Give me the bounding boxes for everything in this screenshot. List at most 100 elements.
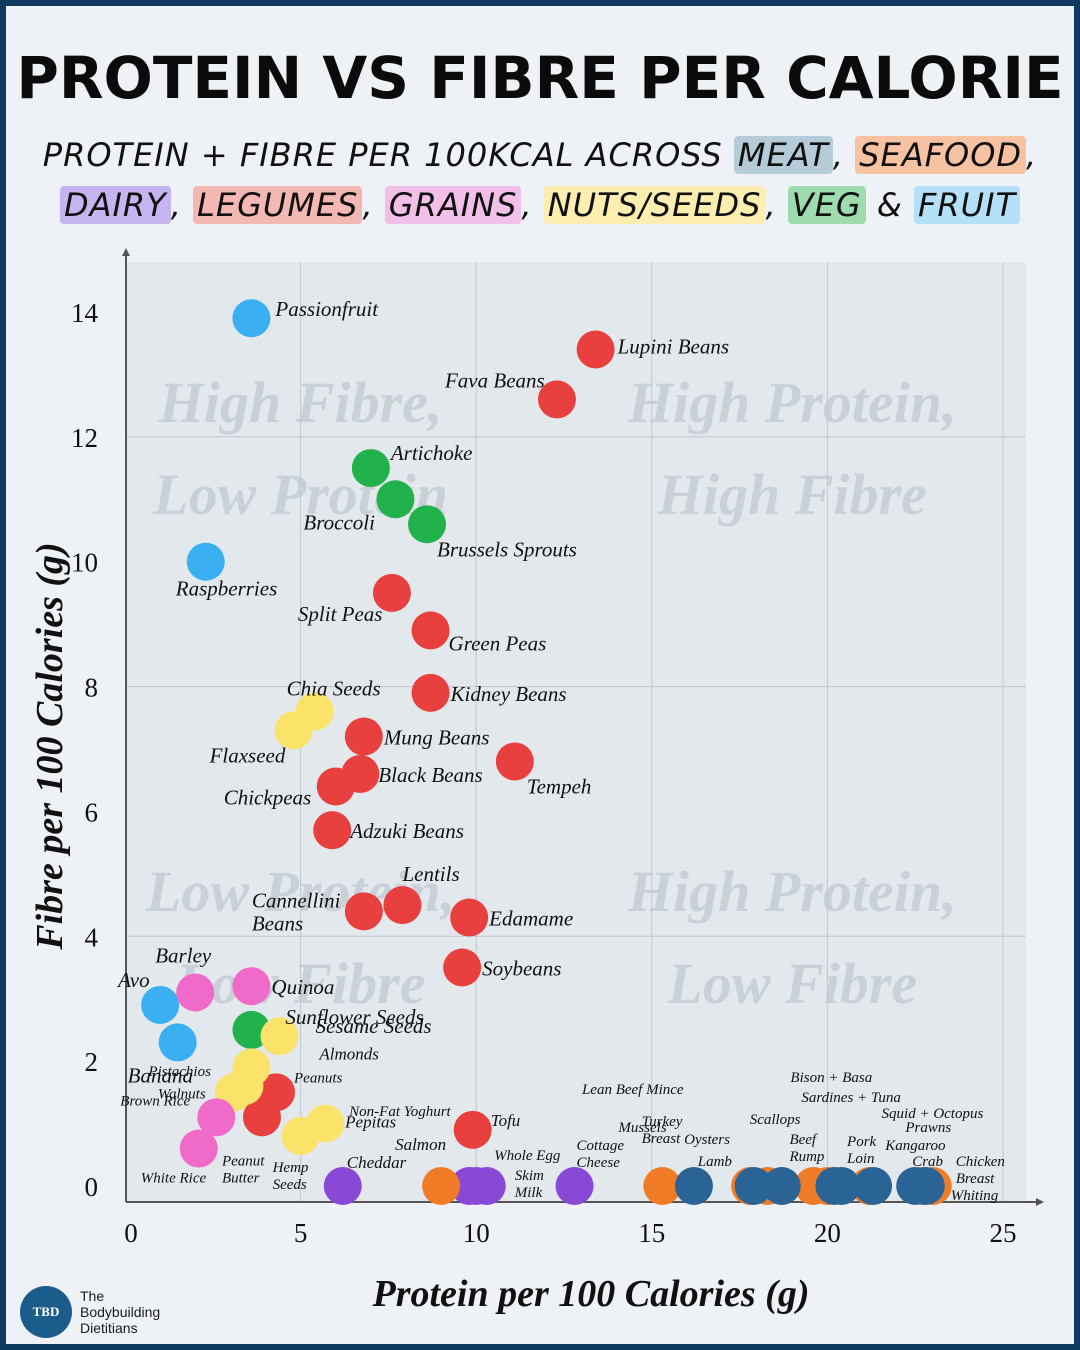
point-label: Pepitas [344,1113,396,1132]
point-label: Quinoa [271,975,334,999]
data-point [422,1167,461,1205]
point-label: Soybeans [482,957,561,981]
comma: , [521,186,533,224]
x-tick-label: 15 [638,1218,665,1248]
point-label: Lean Beef Mince [581,1082,684,1098]
comma: , [1026,136,1038,174]
subtitle-line-2: DAIRY, LEGUMES, GRAINS, NUTS/SEEDS, VEG … [6,186,1074,224]
data-point [450,1167,489,1205]
data-point [555,1167,594,1205]
comma: , [362,186,374,224]
category-grains: GRAINS [384,186,522,224]
point-label: Lupini Beans [617,334,729,358]
x-tick-label: 20 [814,1218,841,1248]
point-label: Pistachios [147,1064,211,1080]
quadrant-label: High Fibre [657,462,927,527]
category-seafood: SEAFOOD [855,136,1027,174]
point-label: Flaxseed [209,743,286,767]
data-point [313,811,352,850]
point-label: Mussels [617,1120,666,1136]
category-dairy: DAIRY [59,186,171,224]
point-label: Bison + Basa [790,1070,872,1086]
subtitle-lead: PROTEIN + FIBRE PER 100KCAL ACROSS [42,136,723,174]
point-label: Prawns [904,1120,951,1136]
point-label: Kidney Beans [450,682,567,706]
data-point [383,886,422,925]
point-label: Cheddar [347,1153,407,1172]
point-label: Tofu [491,1111,521,1130]
y-tick-label: 12 [71,423,98,453]
brand-logo: TBD [20,1286,72,1338]
point-label: Brown Rice [120,1093,190,1109]
data-point [734,1167,773,1205]
data-point [450,898,489,937]
point-label: Cottage Cheese [577,1138,625,1171]
point-label: Peanut Butter [221,1153,265,1186]
data-point [372,573,411,612]
brand-line-3: Dietitians [80,1320,138,1336]
point-label: Broccoli [303,510,375,534]
point-label: Pork Loin [846,1134,877,1167]
data-point [344,892,383,931]
x-axis-title: Protein per 100 Calories (g) [372,1273,810,1315]
data-point [815,1167,854,1205]
comma: , [170,186,182,224]
point-label: Crab [912,1154,943,1170]
point-label: Sesame Seeds [316,1014,432,1038]
point-label: Split Peas [298,602,383,626]
data-point [242,1098,281,1137]
point-label: White Rice [141,1171,207,1187]
point-label: Skim Milk [514,1168,544,1201]
subtitle-line-1: PROTEIN + FIBRE PER 100KCAL ACROSS MEAT,… [6,136,1074,174]
data-point [443,948,482,987]
category-fruit: FRUIT [914,186,1021,224]
y-tick-label: 8 [85,673,99,703]
y-tick-label: 6 [85,797,99,827]
data-point [411,611,450,650]
data-point [232,299,271,338]
y-tick-label: 10 [71,548,98,578]
page-title: PROTEIN VS FIBRE PER CALORIE [16,44,1064,112]
data-point [411,673,450,712]
point-label: Raspberries [175,577,278,601]
x-tick-label: 5 [294,1218,308,1248]
data-point [495,742,534,781]
point-label: Scallops [750,1112,801,1128]
data-point [762,1167,801,1205]
category-veg: VEG [787,186,866,224]
y-tick-label: 4 [85,922,99,952]
point-label: Sunflower Seeds [285,1005,423,1029]
point-label: Mung Beans [383,726,490,750]
point-label: Non-Fat Yoghurt [348,1104,451,1120]
point-label: Squid + Octopus [882,1106,984,1122]
point-label: Kangaroo [884,1138,946,1154]
category-meat: MEAT [733,136,833,174]
point-label: Edamame [488,907,573,931]
data-point [906,1167,945,1205]
quadrant-label: Low Fibre [666,951,917,1016]
point-label: Whiting [951,1188,999,1204]
x-axis-arrow [1036,1198,1044,1206]
data-point [281,1117,320,1156]
infographic: PROTEIN VS FIBRE PER CALORIE PROTEIN + F… [6,6,1074,1344]
point-label: Avo [116,968,149,992]
x-tick-label: 25 [990,1218,1017,1248]
point-label: Oysters [684,1132,730,1148]
data-point [176,973,215,1012]
point-label: Brussels Sprouts [437,537,577,561]
x-tick-label: 0 [124,1218,138,1248]
brand-name: The Bodybuilding Dietitians [80,1288,160,1336]
data-point [854,1167,893,1205]
point-label: Whole Egg [494,1148,561,1164]
data-point [260,1017,299,1056]
point-label: Adzuki Beans [348,819,464,843]
point-label: Chia Seeds [287,677,381,701]
y-axis-title: Fibre per 100 Calories (g) [29,542,71,950]
comma: , [832,136,845,174]
data-point [186,542,225,581]
point-label: Almonds [318,1044,379,1063]
point-label: Tempeh [527,774,592,798]
brand-line-2: Bodybuilding [80,1304,161,1320]
point-label: Barley [155,943,212,967]
data-point [376,480,415,519]
